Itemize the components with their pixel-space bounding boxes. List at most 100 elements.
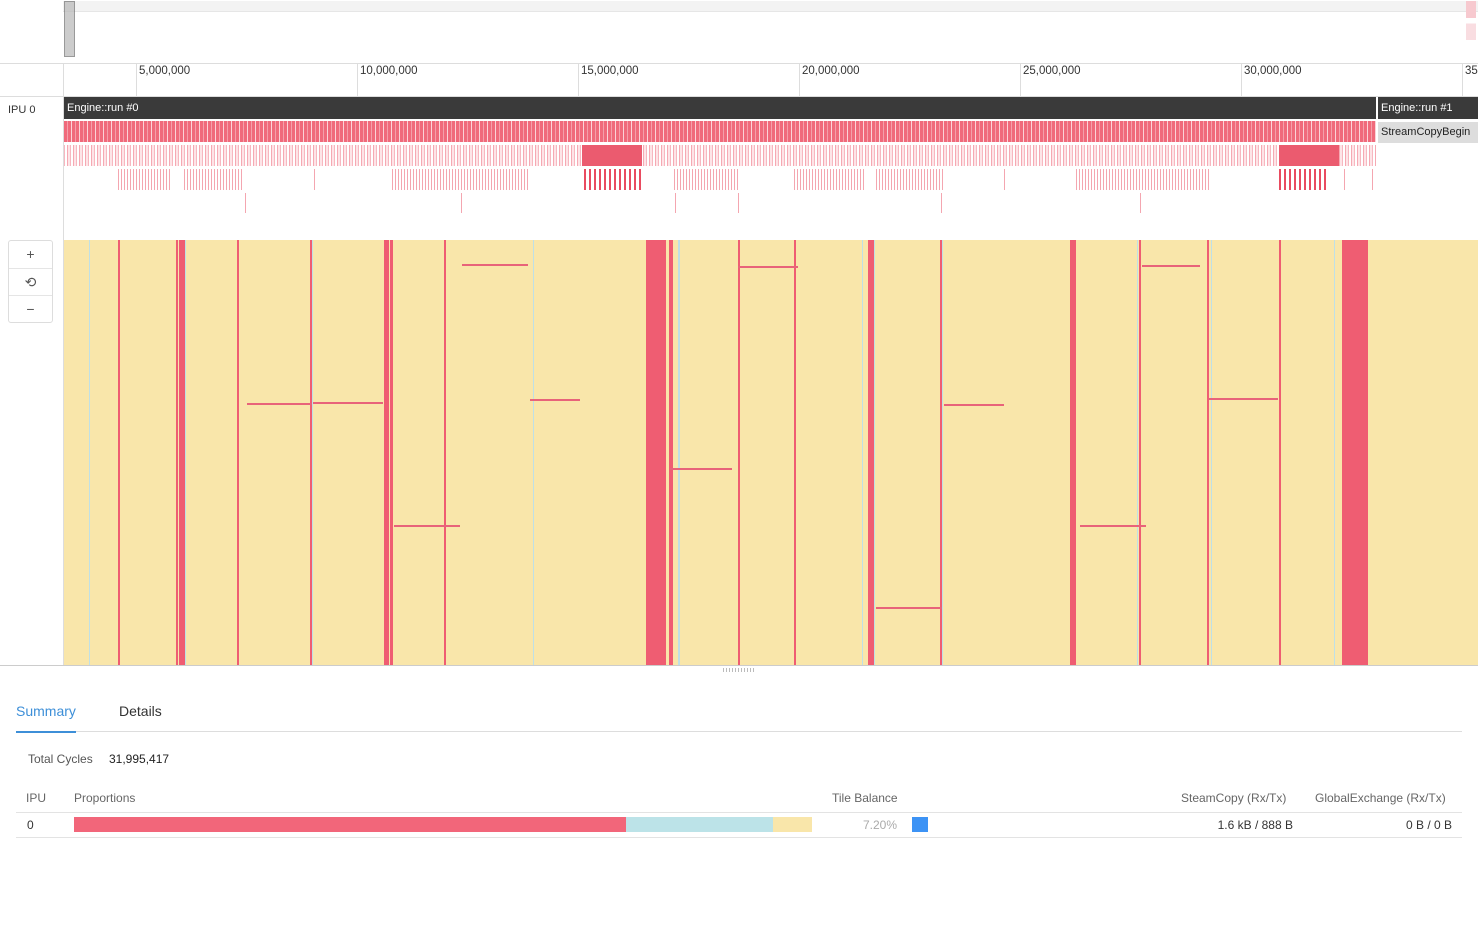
zoom-controls: + ⟲ − [8, 240, 53, 323]
tile-activity-stripe [1207, 240, 1209, 665]
tile-activity-stripe [738, 240, 740, 665]
tile-activity-line [670, 468, 732, 470]
tile-activity-stripe [179, 240, 185, 665]
tab-summary[interactable]: Summary [16, 703, 76, 733]
tile-activity-stripe [669, 240, 673, 665]
track-segment[interactable] [584, 169, 642, 190]
run-bar-1[interactable]: Engine::run #1 [1378, 97, 1478, 119]
proportions-bar [74, 817, 812, 832]
track-tick [461, 193, 462, 213]
axis-tick-label: 25,000,000 [1023, 65, 1081, 77]
tile-activity-stripe [868, 240, 874, 665]
zoom-in-button[interactable]: + [26, 246, 35, 262]
run-bar-0[interactable]: Engine::run #0 [64, 97, 1376, 119]
proportion-segment [772, 817, 812, 832]
axis-left-border [63, 63, 64, 96]
cell-global-exchange: 0 B / 0 B [1405, 818, 1452, 832]
tab-details[interactable]: Details [119, 703, 162, 719]
timeline-axis: 5,000,000 10,000,000 15,000,000 20,000,0… [0, 63, 1478, 97]
tile-sync-stripe [1211, 240, 1212, 665]
tile-sync-stripe [1334, 240, 1335, 665]
zoom-out-button[interactable]: − [9, 295, 52, 323]
axis-tick: 35 [1462, 63, 1478, 96]
track-segment[interactable] [1076, 169, 1210, 190]
cell-tile-balance: 7.20% [863, 818, 898, 832]
tile-activity-line [462, 264, 528, 266]
program-tracks[interactable] [64, 121, 1376, 239]
track-segment[interactable] [1344, 169, 1346, 190]
tile-activity-stripe [237, 240, 239, 665]
header-steamcopy: SteamCopy (Rx/Tx) [1181, 791, 1287, 805]
tile-activity-map[interactable] [64, 240, 1478, 665]
tile-activity-line [247, 403, 312, 405]
ipu-row-label: IPU 0 [8, 104, 36, 116]
track-lane-1[interactable] [64, 121, 1376, 142]
header-global-exchange: GlobalExchange (Rx/Tx) [1315, 791, 1446, 805]
tile-activity-line [313, 402, 383, 404]
overview-track[interactable] [63, 0, 1478, 62]
axis-tick-label: 20,000,000 [802, 65, 860, 77]
tile-activity-stripe [646, 240, 666, 665]
tile-activity-stripe [1139, 240, 1141, 665]
proportion-segment [74, 817, 627, 832]
tile-activity-stripe [1342, 240, 1368, 665]
cell-ipu: 0 [27, 818, 34, 832]
axis-tick: 5,000,000 [136, 63, 190, 96]
track-segment[interactable] [314, 169, 316, 190]
track-tick [245, 193, 246, 213]
track-segment[interactable] [184, 169, 244, 190]
track-segment[interactable] [118, 169, 172, 190]
track-segment[interactable] [1279, 145, 1339, 166]
tile-sync-stripe [312, 240, 313, 665]
tile-activity-stripe [176, 240, 178, 665]
resize-grip-handle[interactable] [723, 668, 755, 672]
tile-sync-stripe [533, 240, 534, 665]
track-lane-2[interactable] [64, 145, 1376, 166]
gutter-border [63, 96, 64, 666]
zoom-reset-button[interactable]: ⟲ [9, 268, 52, 296]
track-segment[interactable] [1004, 169, 1006, 190]
overview-strip [63, 1, 1478, 12]
track-segment[interactable] [1279, 169, 1329, 190]
cell-steamcopy: 1.6 kB / 888 B [1217, 818, 1293, 832]
track-segment[interactable] [876, 169, 944, 190]
tile-activity-stripe [1070, 240, 1076, 665]
overview-run-marker [1466, 1, 1476, 57]
axis-tick-label: 30,000,000 [1244, 65, 1302, 77]
table-row-divider [16, 837, 1462, 838]
tile-activity-line [1208, 398, 1278, 400]
tile-sync-stripe [185, 240, 186, 665]
tile-activity-line [394, 525, 460, 527]
axis-tick: 20,000,000 [799, 63, 860, 96]
stream-copy-block[interactable]: StreamCopyBegin [1378, 122, 1478, 143]
header-proportions: Proportions [74, 791, 136, 805]
tile-sync-stripe [874, 240, 875, 665]
tile-sync-stripe [862, 240, 863, 665]
axis-tick-label: 35 [1465, 65, 1478, 77]
track-segment[interactable] [794, 169, 864, 190]
overview-minimap[interactable] [0, 0, 1478, 64]
track-segment[interactable] [674, 169, 740, 190]
track-segment[interactable] [582, 145, 642, 166]
overview-brush-handle[interactable] [64, 1, 75, 57]
track-segment[interactable] [1372, 169, 1375, 190]
tile-activity-line [738, 266, 798, 268]
tile-sync-stripe [1137, 240, 1138, 665]
tile-activity-stripe [384, 240, 389, 665]
total-cycles-label: Total Cycles [28, 752, 93, 766]
proportion-segment [626, 817, 773, 832]
tile-balance-indicator [912, 817, 928, 832]
track-segment[interactable] [392, 169, 529, 190]
track-tick [675, 193, 676, 213]
tile-activity-stripe [444, 240, 446, 665]
tile-activity-line [1142, 265, 1200, 267]
tile-activity-stripe [118, 240, 120, 665]
panel-divider [0, 665, 1478, 666]
tile-sync-stripe [678, 240, 680, 665]
tile-activity-line [1080, 525, 1146, 527]
tile-sync-stripe [942, 240, 943, 665]
tile-activity-stripe [390, 240, 393, 665]
axis-tick: 15,000,000 [578, 63, 639, 96]
header-ipu: IPU [26, 791, 47, 805]
tile-activity-line [876, 607, 942, 609]
